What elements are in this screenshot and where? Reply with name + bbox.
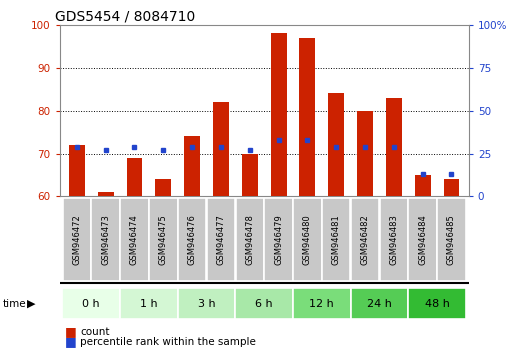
Bar [63,289,120,319]
Text: GSM946478: GSM946478 [245,215,254,265]
Text: 0 h: 0 h [82,298,100,309]
Bar [63,198,91,281]
Bar [155,179,171,196]
Bar [351,289,408,319]
Bar [178,289,235,319]
Text: GSM946485: GSM946485 [447,215,456,265]
Bar [351,198,379,281]
Text: GSM946472: GSM946472 [73,215,81,265]
Text: percentile rank within the sample: percentile rank within the sample [80,337,256,347]
Bar [178,198,206,281]
Text: GSM946477: GSM946477 [217,215,225,265]
Bar [408,198,437,281]
Text: 3 h: 3 h [198,298,215,309]
Bar [236,198,264,281]
Bar [328,93,344,196]
Bar [357,110,373,196]
Text: GSM946474: GSM946474 [130,215,139,265]
Bar [207,198,235,281]
Bar [299,38,315,196]
Text: 48 h: 48 h [425,298,450,309]
Bar [120,198,149,281]
Text: GSM946476: GSM946476 [188,215,197,265]
Text: ■: ■ [65,335,77,348]
Bar [149,198,178,281]
Bar [91,198,120,281]
Text: GSM946479: GSM946479 [274,215,283,265]
Text: 1 h: 1 h [140,298,157,309]
Bar [293,289,351,319]
Text: 12 h: 12 h [309,298,334,309]
Text: ■: ■ [65,325,77,338]
Text: GSM946475: GSM946475 [159,215,168,265]
Bar [120,289,178,319]
Bar [213,102,229,196]
Bar [69,145,85,196]
Bar [293,198,322,281]
Text: count: count [80,327,110,337]
Text: GSM946484: GSM946484 [418,215,427,265]
Bar [408,289,466,319]
Text: GSM946481: GSM946481 [332,215,341,265]
Bar [184,136,200,196]
Text: 24 h: 24 h [367,298,392,309]
Text: GDS5454 / 8084710: GDS5454 / 8084710 [55,10,196,24]
Bar [98,192,113,196]
Text: ▶: ▶ [27,298,35,309]
Text: GSM946483: GSM946483 [390,215,398,265]
Bar [443,179,459,196]
Bar [386,98,402,196]
Bar [415,175,430,196]
Bar [235,289,293,319]
Bar [437,198,466,281]
Bar [380,198,408,281]
Text: time: time [3,298,26,309]
Bar [322,198,351,281]
Text: GSM946473: GSM946473 [101,215,110,265]
Bar [126,158,142,196]
Text: GSM946480: GSM946480 [303,215,312,265]
Text: GSM946482: GSM946482 [361,215,369,265]
Bar [271,33,286,196]
Bar [242,154,257,196]
Text: 6 h: 6 h [255,298,273,309]
Bar [264,198,293,281]
